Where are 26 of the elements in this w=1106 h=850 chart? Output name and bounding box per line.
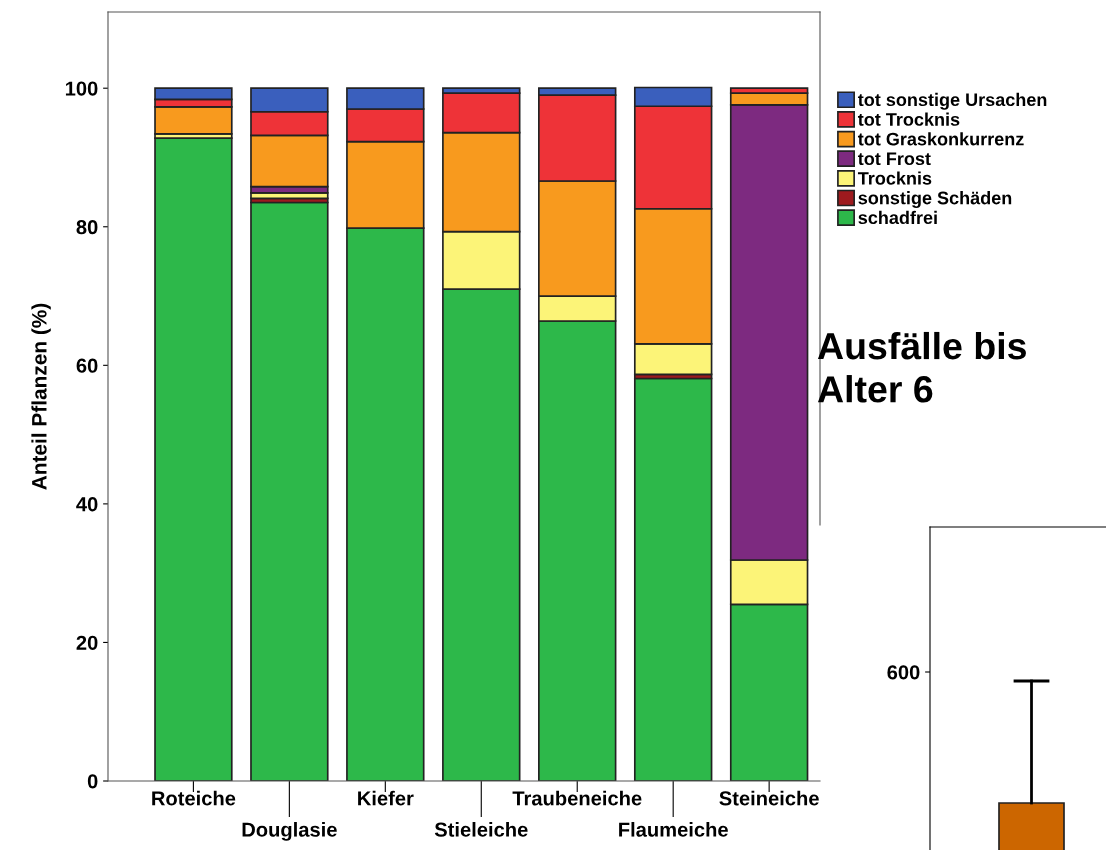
x-tick-label: Douglasie — [242, 821, 337, 841]
legend-label: tot Frost — [857, 152, 931, 166]
bar — [633, 377, 713, 781]
bar — [154, 137, 233, 781]
annotation: Ausfälle bis Alter 6 — [817, 331, 1026, 403]
y-tick-label: 60 — [76, 358, 98, 373]
bar — [250, 201, 329, 781]
text: 600 — [887, 665, 920, 680]
x-tick-label: Roteiche — [152, 790, 236, 806]
legend-label: tot Trocknis — [857, 112, 960, 126]
y-tick-label: 0 — [87, 774, 98, 789]
x-tick-label: Flaumeiche — [619, 821, 728, 837]
y-tick-label: 40 — [76, 497, 98, 512]
y-axis-title: Anteil Pflanzen (%) — [31, 303, 51, 490]
y-tick-label: 80 — [76, 220, 98, 235]
x-tick-label: Steineiche — [719, 790, 819, 806]
y-tick-label: 100 — [65, 81, 98, 96]
legend-label: Trocknis — [857, 171, 932, 185]
x-tick-label: Kiefer — [358, 790, 414, 806]
x-tick-label: Traubeneiche — [512, 790, 642, 806]
x-tick-label: Stieleiche — [434, 821, 528, 837]
legend-label: schadfrei — [858, 210, 937, 225]
y-tick-label: 20 — [76, 635, 98, 650]
legend-label: tot Graskonkurrenz — [857, 132, 1024, 146]
legend-label: sonstige Schäden — [858, 191, 1012, 209]
legend-label: tot sonstige Ursachen — [857, 92, 1047, 110]
